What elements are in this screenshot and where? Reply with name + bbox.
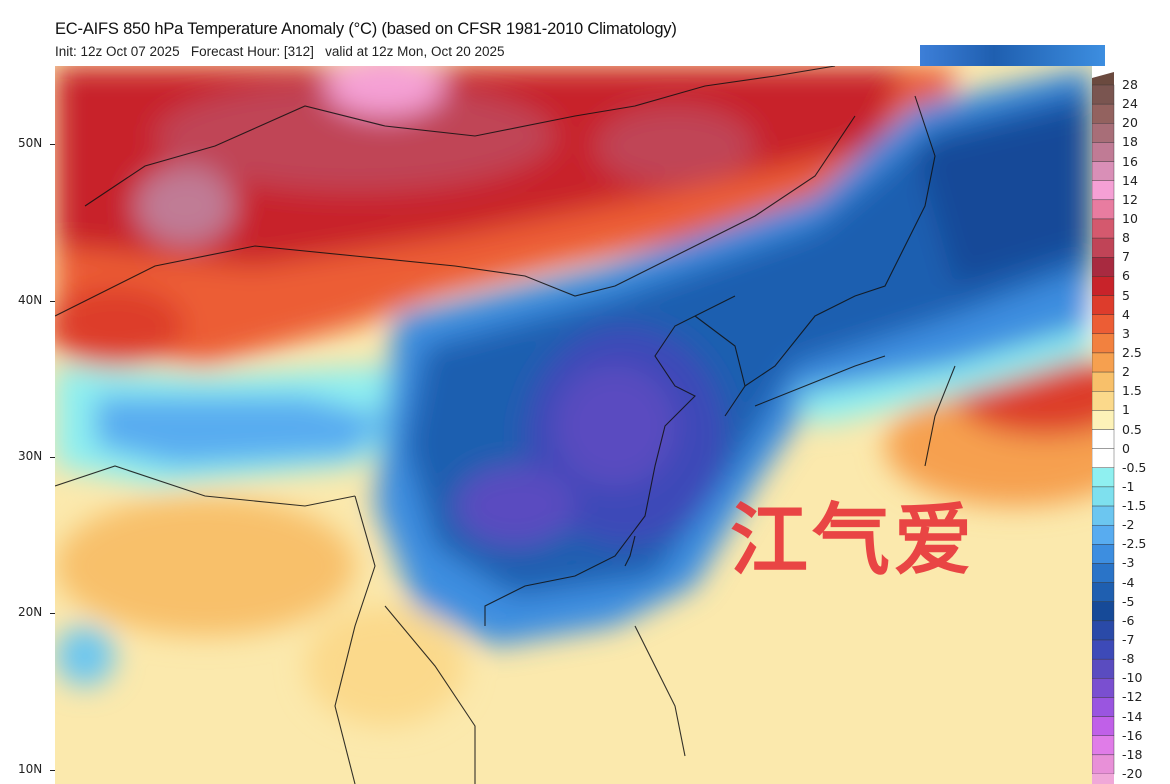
colorbar-bin (1092, 161, 1115, 181)
colorbar-tick-label: 20 (1122, 115, 1138, 131)
colorbar-tick-label: 8 (1122, 230, 1130, 246)
colorbar-tick-label: 2.5 (1122, 344, 1142, 360)
colorbar-tick-label: 18 (1122, 134, 1138, 150)
colorbar-tick-label: 24 (1122, 96, 1138, 112)
anomaly-field (55, 66, 1092, 726)
colorbar-bin (1092, 697, 1115, 717)
colorbar-tick-label: 2 (1122, 364, 1130, 380)
colorbar-bin (1092, 352, 1115, 373)
coastlines-and-borders (55, 66, 956, 784)
colorbar-tick-label: -12 (1122, 689, 1143, 705)
colorbar-tick-label: 1 (1122, 402, 1130, 418)
colorbar-bin (1092, 103, 1115, 124)
colorbar-bin (1092, 774, 1114, 784)
colorbar-tick-label: 7 (1122, 249, 1130, 265)
colorbar-bin (1092, 295, 1115, 315)
colorbar-tick-label: 28 (1122, 77, 1138, 92)
colorbar-tick-label: -10 (1122, 670, 1143, 686)
colorbar-tick-label: 3 (1122, 325, 1130, 341)
colorbar-bin (1092, 620, 1115, 641)
colorbar-tick-label: -4 (1122, 574, 1135, 590)
colorbar-bin (1092, 123, 1115, 143)
colorbar-top-extension (1092, 72, 1114, 85)
lat-label-50n: 50N (18, 136, 56, 150)
colorbar-tick-label: -8 (1122, 651, 1135, 667)
colorbar-tick-label: 14 (1122, 172, 1138, 188)
colorbar-tick-label: -16 (1122, 727, 1143, 743)
colorbar-bin (1092, 429, 1115, 449)
colorbar-bin (1092, 716, 1115, 736)
colorbar-tick-label: -3 (1122, 555, 1135, 571)
colorbar-bin (1092, 448, 1115, 468)
colorbar-bin (1092, 371, 1115, 392)
colorbar-bin (1092, 276, 1115, 296)
colorbar-bin (1092, 180, 1115, 201)
colorbar-tick-label: -1 (1122, 478, 1135, 494)
colorbar-tick-label: 0.5 (1122, 421, 1142, 437)
colorbar-tick-label: -5 (1122, 593, 1135, 609)
colorbar-bin (1092, 601, 1115, 622)
lat-label-40n: 40N (18, 293, 56, 307)
map-title: EC-AIFS 850 hPa Temperature Anomaly (°C)… (55, 20, 677, 38)
watermark-text: 江气爱 (730, 496, 977, 586)
colorbar-bin (1092, 544, 1115, 564)
map-subtitle: Init: 12z Oct 07 2025 Forecast Hour: [31… (55, 44, 505, 59)
colorbar-bin (1092, 486, 1115, 507)
colorbar-tick-label: 6 (1122, 268, 1130, 284)
colorbar-bin (1092, 314, 1115, 335)
colorbar-bin (1092, 658, 1115, 679)
colorbar-tick-label: -7 (1122, 632, 1135, 648)
colorbar-tick-label: 0 (1122, 440, 1130, 456)
colorbar-tick-label: 1.5 (1122, 383, 1142, 399)
lat-label-10n: 10N (18, 762, 56, 776)
colorbar-bin (1092, 505, 1115, 526)
colorbar-tick-label: 16 (1122, 153, 1138, 169)
colorbar-bin (1092, 524, 1115, 545)
colorbar-bin (1092, 582, 1115, 602)
colorbar-tick-label: 4 (1122, 306, 1130, 322)
colorbar-tick-label: 5 (1122, 287, 1130, 303)
colorbar-bin (1092, 333, 1115, 354)
colorbar-bin (1092, 237, 1115, 258)
colorbar-tick-label: -2 (1122, 517, 1135, 533)
temperature-anomaly-map[interactable] (55, 66, 1092, 784)
colorbar-bin (1092, 199, 1115, 220)
colorbar-bin (1092, 735, 1115, 756)
colorbar-bin (1092, 678, 1115, 698)
colorbar-tick-label: -20 (1122, 766, 1143, 781)
colorbar-bin (1092, 639, 1115, 660)
colorbar-bin (1092, 754, 1115, 775)
colorbar-bin (1092, 467, 1115, 488)
colorbar-bin (1092, 84, 1115, 105)
colorbar-bin (1092, 142, 1115, 162)
colorbar-bin (1092, 218, 1115, 239)
colorbar-tick-label: -14 (1122, 708, 1143, 724)
colorbar-bin (1092, 410, 1115, 430)
top-right-artifact (920, 45, 1105, 66)
colorbar-bin (1092, 391, 1115, 411)
colorbar-tick-label: -18 (1122, 746, 1143, 762)
colorbar (1092, 72, 1115, 784)
lat-label-20n: 20N (18, 605, 56, 619)
colorbar-tick-label: -0.5 (1122, 459, 1147, 475)
colorbar-tick-label: 10 (1122, 210, 1138, 226)
colorbar-tick-label: -6 (1122, 612, 1135, 628)
colorbar-tick-label: -2.5 (1122, 536, 1147, 552)
colorbar-bin (1092, 563, 1115, 583)
lat-label-30n: 30N (18, 449, 56, 463)
colorbar-tick-label: -1.5 (1122, 498, 1147, 514)
colorbar-tick-label: 12 (1122, 191, 1138, 207)
colorbar-bin (1092, 257, 1115, 277)
